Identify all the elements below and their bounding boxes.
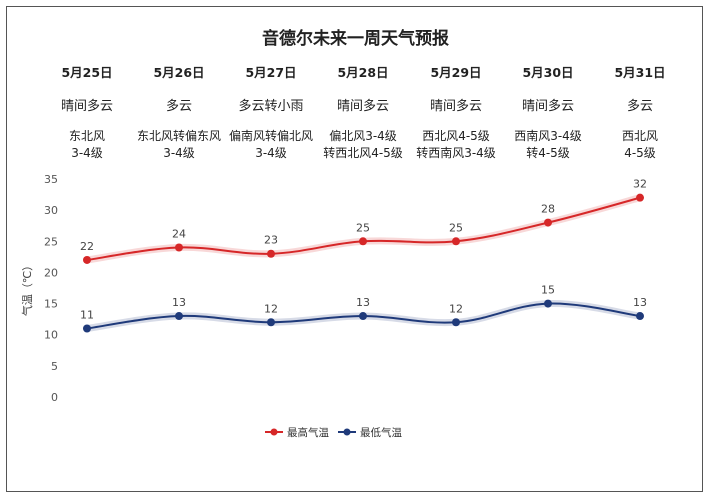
wind-line: 3-4级: [255, 146, 287, 160]
weather-label: 多云: [165, 99, 192, 114]
wind-line: 转4-5级: [526, 146, 570, 160]
wind-line: 转西北风4-5级: [323, 146, 403, 160]
wind-line: 4-5级: [624, 146, 656, 160]
date-label: 5月29日: [430, 65, 482, 80]
y-tick-label: 35: [44, 173, 58, 186]
data-point: [83, 324, 91, 333]
data-point: [636, 193, 644, 202]
data-label: 32: [633, 178, 647, 191]
data-point: [544, 299, 552, 308]
data-label: 12: [264, 302, 278, 315]
data-point: [544, 218, 552, 227]
y-tick-label: 10: [44, 329, 58, 342]
data-label: 13: [172, 296, 186, 309]
weather-label: 晴间多云: [60, 99, 113, 114]
wind-label: 西北风 4-5级: [593, 128, 687, 162]
date-label: 5月30日: [522, 65, 574, 80]
wind-label: 偏北风3-4级 转西北风4-5级: [316, 128, 410, 162]
wind-line: 转西南风3-4级: [416, 146, 496, 160]
weather-label: 多云转小雨: [238, 99, 304, 114]
data-label: 25: [356, 221, 370, 234]
wind-line: 3-4级: [163, 146, 195, 160]
y-tick-label: 15: [44, 298, 58, 311]
wind-label: 偏南风转偏北风 3-4级: [224, 128, 318, 162]
wind-label: 西北风4-5级 转西南风3-4级: [409, 128, 503, 162]
y-tick-label: 30: [44, 204, 58, 217]
y-axis-label: 气温（℃）: [20, 260, 34, 316]
data-point: [175, 312, 183, 321]
data-point: [83, 255, 91, 264]
wind-line: 3-4级: [71, 146, 103, 160]
data-point: [452, 237, 460, 246]
data-label: 12: [449, 302, 463, 315]
weather-label: 晴间多云: [429, 99, 482, 114]
wind-line: 偏北风3-4级: [329, 129, 397, 143]
weather-label: 晴间多云: [521, 99, 574, 114]
data-point: [636, 312, 644, 321]
chart-frame: [6, 6, 703, 492]
wind-line: 东北风: [68, 129, 105, 143]
wind-line: 西南风3-4级: [514, 129, 582, 143]
wind-label: 东北风 3-4级: [40, 128, 134, 162]
date-label: 5月26日: [153, 65, 205, 80]
legend-label: 最高气温: [287, 426, 329, 439]
data-label: 24: [172, 228, 186, 241]
data-point: [359, 312, 367, 321]
y-tick-label: 5: [51, 360, 58, 373]
wind-line: 偏南风转偏北风: [228, 129, 313, 143]
date-label: 5月27日: [245, 65, 297, 80]
wind-line: 西北风4-5级: [422, 129, 490, 143]
data-label: 13: [633, 296, 647, 309]
wind-line: 西北风: [621, 129, 658, 143]
data-label: 15: [541, 284, 555, 297]
weather-label: 多云: [626, 99, 653, 114]
data-label: 25: [449, 221, 463, 234]
data-point: [452, 318, 460, 327]
date-label: 5月31日: [614, 65, 666, 80]
chart-title: 音德尔未来一周天气预报: [262, 29, 449, 49]
data-point: [359, 237, 367, 246]
data-label: 28: [541, 203, 555, 216]
data-label: 23: [264, 234, 278, 247]
y-tick-label: 0: [51, 391, 58, 404]
y-tick-label: 20: [44, 266, 58, 279]
data-point: [175, 243, 183, 252]
wind-line: 东北风转偏东风: [136, 129, 221, 143]
data-label: 22: [80, 240, 94, 253]
y-tick-label: 25: [44, 235, 58, 248]
data-point: [267, 318, 275, 327]
date-label: 5月28日: [337, 65, 389, 80]
data-label: 13: [356, 296, 370, 309]
data-point: [267, 249, 275, 258]
legend-label: 最低气温: [360, 426, 402, 439]
weather-label: 晴间多云: [336, 99, 389, 114]
date-label: 5月25日: [61, 65, 113, 80]
legend-marker: [270, 428, 278, 436]
legend-marker: [343, 428, 351, 436]
wind-label: 东北风转偏东风 3-4级: [132, 128, 226, 162]
wind-label: 西南风3-4级 转4-5级: [501, 128, 595, 162]
data-label: 11: [80, 308, 94, 321]
